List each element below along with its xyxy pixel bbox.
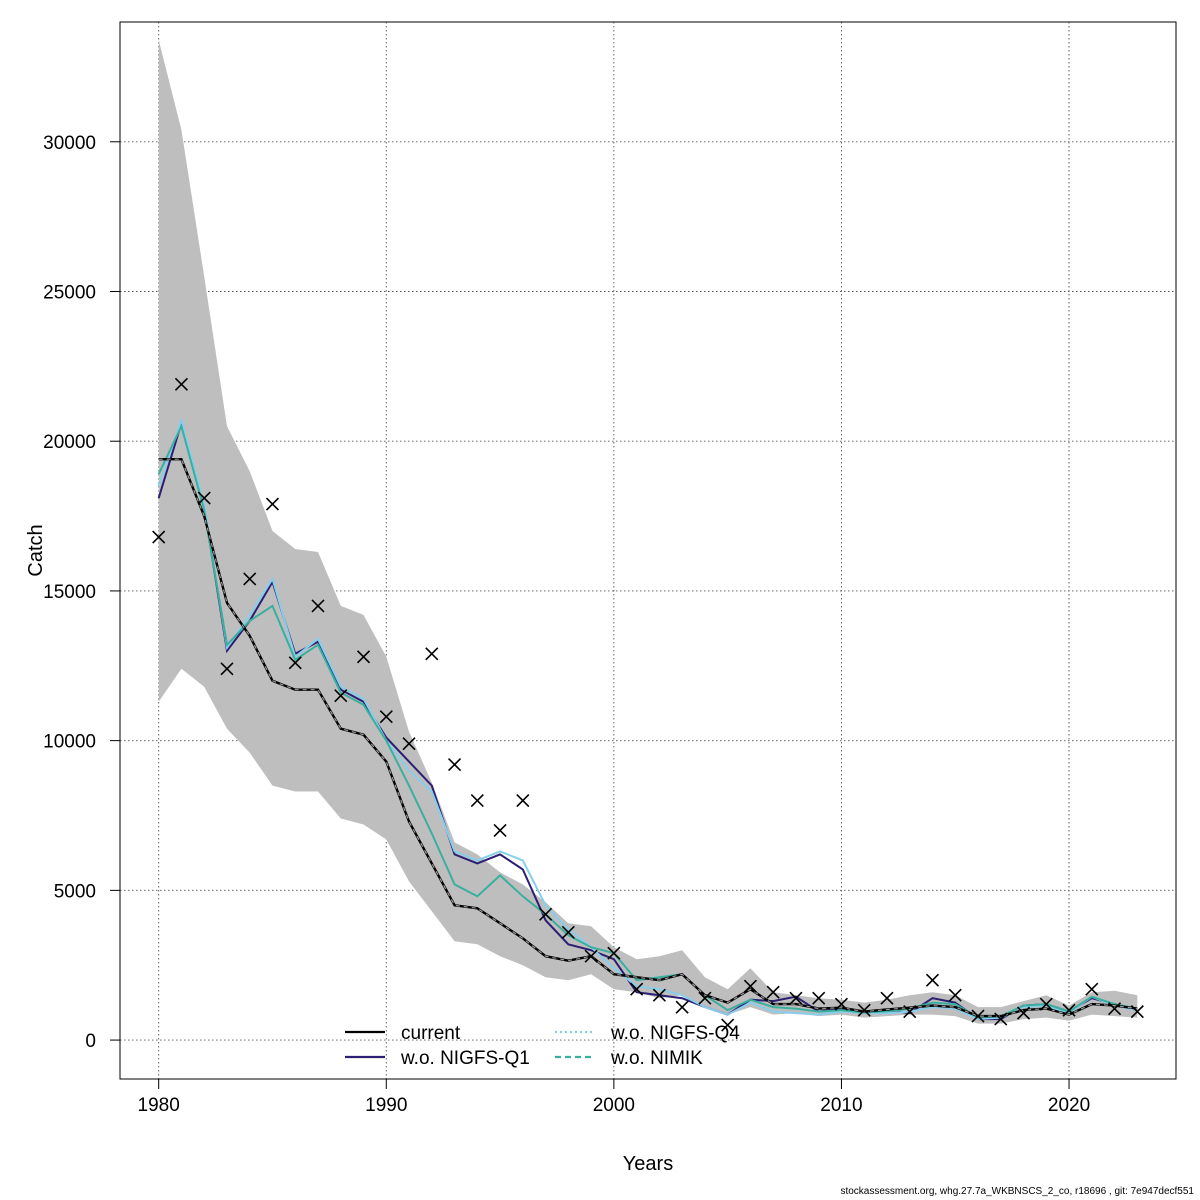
legend-item-w-o-nigfs-q1: w.o. NIGFS-Q1	[345, 1048, 530, 1069]
x-axis-title: Years	[623, 1153, 673, 1175]
observed-point-2009	[812, 991, 826, 1005]
y-tick-label-20000: 20000	[43, 432, 96, 453]
legend-label-w-o-nimik: w.o. NIMIK	[610, 1048, 703, 1069]
x-tick-label-2020: 2020	[1048, 1095, 1090, 1116]
y-tick-label-0: 0	[85, 1031, 96, 1052]
observed-point-2007	[766, 985, 780, 999]
legend: current w.o. NIGFS-Q1 w.o. NIGFS-Q4 w.o. NI…	[345, 1023, 740, 1069]
observed-point-1988	[334, 689, 348, 703]
y-tick-label-30000: 30000	[43, 133, 96, 154]
observed-point-2019	[1039, 997, 1053, 1011]
y-axis-title: Catch	[25, 524, 47, 576]
x-tick-label-2010: 2010	[820, 1095, 862, 1116]
observed-point-1983	[220, 662, 234, 676]
observed-point-2014	[925, 973, 940, 987]
observed-point-2021	[1085, 982, 1099, 996]
observed-point-1999	[584, 949, 598, 963]
observed-point-1984	[243, 572, 257, 586]
series-line-current-overlay	[158, 458, 1138, 1017]
observed-point-1992	[425, 647, 439, 661]
observed-point-1994	[470, 793, 484, 808]
observed-point-1980	[152, 530, 166, 544]
observed-point-2006	[743, 979, 757, 993]
legend-item-current: current	[345, 1023, 461, 1044]
observed-point-2004	[698, 991, 712, 1005]
series-lines-layer	[157, 416, 1138, 1021]
observed-point-1989	[356, 650, 371, 664]
y-tick-label-25000: 25000	[43, 282, 96, 303]
observed-point-1982	[197, 491, 211, 505]
observed-point-1990	[379, 710, 393, 724]
x-tick-label-1990: 1990	[365, 1095, 407, 1116]
observed-point-2016	[971, 1009, 985, 1023]
observed-point-2013	[903, 1005, 917, 1019]
observed-point-2003	[675, 1000, 689, 1014]
observed-point-2008	[789, 991, 803, 1005]
legend-label-current: current	[401, 1023, 461, 1044]
legend-label-w-o-nigfs-q1: w.o. NIGFS-Q1	[400, 1048, 530, 1069]
legend-item-w-o-nigfs-q4: w.o. NIGFS-Q4	[555, 1023, 740, 1044]
legend-item-w-o-nimik: w.o. NIMIK	[555, 1048, 703, 1069]
observed-point-2005	[721, 1018, 735, 1032]
observed-point-2012	[880, 991, 894, 1005]
footer-credit: stockassessment.org, whg.27.7a_WKBNSCS_2…	[840, 1186, 1194, 1197]
grid-lines	[120, 22, 1176, 1079]
observed-point-2010	[834, 997, 849, 1011]
observed-points-layer	[152, 377, 1144, 1032]
legend-label-w-o-nigfs-q4: w.o. NIGFS-Q4	[610, 1023, 740, 1044]
observed-point-1986	[288, 656, 302, 670]
observed-point-2000	[607, 946, 621, 960]
observed-point-2002	[652, 988, 666, 1002]
observed-point-1993	[447, 758, 462, 772]
observed-point-2023	[1130, 1005, 1144, 1019]
observed-point-1981	[174, 377, 189, 391]
series-line-w-o-nigfs-q4	[157, 416, 1138, 1021]
observed-point-2018	[1016, 1006, 1031, 1020]
y-tick-label-10000: 10000	[43, 732, 96, 753]
observed-point-2022	[1107, 1002, 1122, 1016]
observed-point-2020	[1062, 1003, 1076, 1017]
observed-point-2001	[630, 982, 644, 996]
observed-point-2011	[857, 1003, 871, 1017]
observed-point-1997	[539, 907, 553, 921]
x-tick-label-2000: 2000	[593, 1095, 635, 1116]
observed-point-2015	[948, 988, 962, 1002]
observed-point-1995	[493, 823, 507, 838]
observed-point-1987	[311, 599, 325, 613]
observed-point-1996	[516, 793, 530, 808]
x-tick-label-1980: 1980	[138, 1095, 180, 1116]
confidence-band-layer	[158, 40, 1138, 1024]
observed-point-1998	[561, 925, 575, 939]
observed-point-2017	[994, 1012, 1008, 1026]
axes: 1980 1990 2000 2010 2020 0 5000 10000 15000 20000…	[43, 133, 1090, 1116]
observed-point-1985	[265, 497, 280, 511]
y-tick-label-5000: 5000	[54, 881, 96, 902]
confidence-band	[158, 40, 1138, 1024]
y-tick-label-15000: 15000	[43, 582, 96, 603]
observed-point-1991	[402, 737, 416, 751]
